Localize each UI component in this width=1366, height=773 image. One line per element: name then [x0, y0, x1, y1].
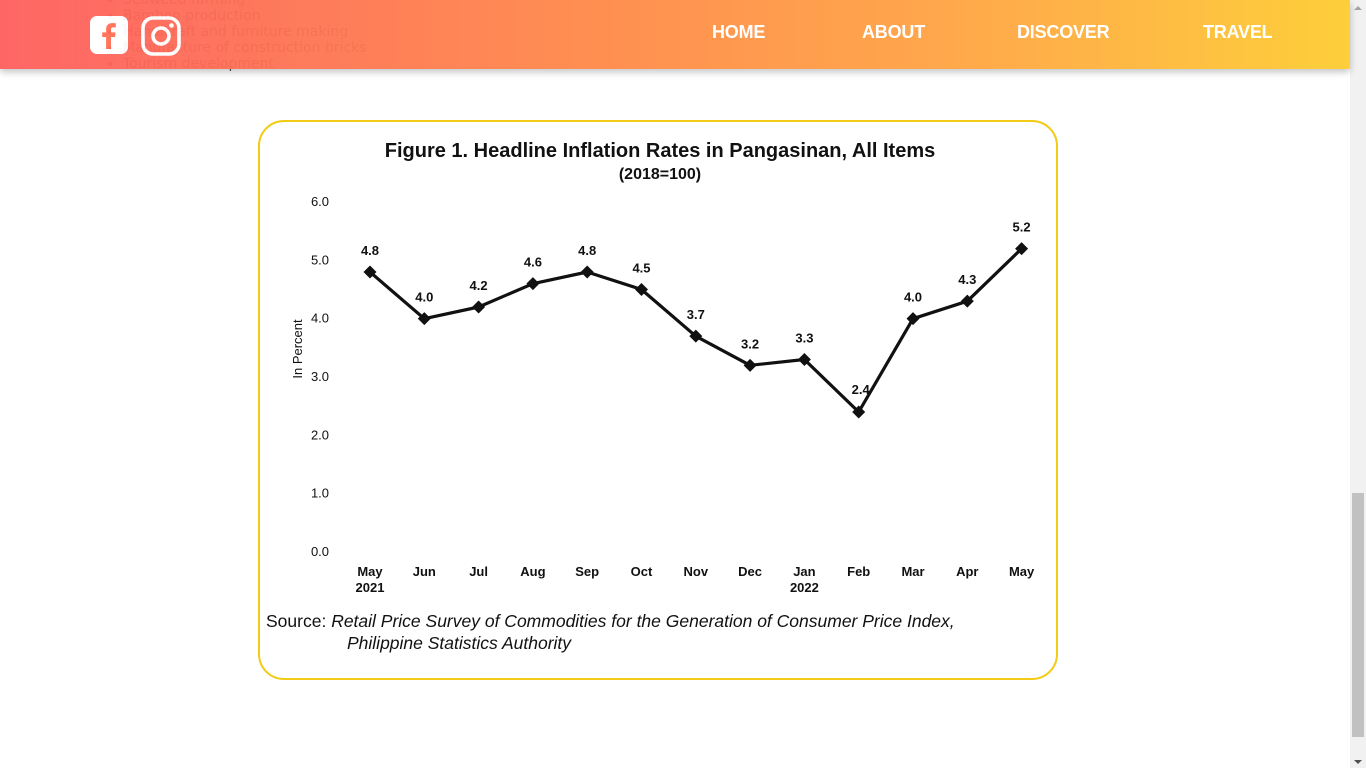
nav-travel[interactable]: TRAVEL: [1203, 22, 1273, 42]
data-label: 2.4: [852, 382, 871, 397]
data-point: [417, 312, 431, 326]
figure-card: Figure 1. Headline Inflation Rates in Pa…: [258, 120, 1058, 680]
data-point: [906, 312, 920, 326]
data-label: 5.2: [1013, 220, 1031, 235]
x-tick-sublabel: 2021: [356, 580, 385, 595]
x-tick-label: Oct: [631, 564, 653, 579]
chart-title: Figure 1. Headline Inflation Rates in Pa…: [384, 140, 936, 162]
x-tick-label: Apr: [956, 564, 978, 579]
x-tick-label: Jul: [469, 564, 488, 579]
data-label: 4.8: [578, 243, 596, 258]
scroll-up-arrow-icon[interactable]: [1350, 0, 1366, 14]
data-point: [852, 405, 866, 419]
source-text: Retail Price Survey of Commodities for t…: [331, 611, 955, 631]
data-label: 4.0: [904, 290, 922, 305]
source-text-2: Philippine Statistics Authority: [347, 633, 572, 653]
x-tick-label: Mar: [901, 564, 924, 579]
data-point: [635, 283, 648, 296]
data-label: 3.3: [795, 331, 813, 346]
page-scrollbar[interactable]: [1350, 0, 1366, 768]
chart-source: Source: Retail Price Survey of Commoditi…: [266, 610, 1056, 654]
data-point: [580, 265, 594, 279]
source-label: Source:: [266, 611, 327, 631]
data-point: [472, 300, 486, 314]
x-tick-label: May: [357, 564, 383, 579]
data-point: [689, 329, 703, 343]
y-tick-label: 3.0: [311, 369, 329, 384]
x-tick-sublabel: 2022: [790, 580, 819, 595]
x-tick-label: Aug: [520, 564, 545, 579]
inflation-line-chart: 0.01.02.03.04.05.06.0In PercentMay2021Ju…: [290, 194, 1035, 595]
data-label: 4.3: [958, 272, 976, 287]
facebook-icon[interactable]: [90, 16, 128, 54]
x-tick-label: Jun: [413, 564, 436, 579]
nav-discover[interactable]: DISCOVER: [1017, 22, 1110, 42]
nav-home[interactable]: HOME: [712, 22, 766, 42]
data-label: 3.2: [741, 336, 759, 351]
y-axis-label: In Percent: [290, 319, 305, 379]
instagram-icon[interactable]: [141, 16, 181, 56]
scroll-down-arrow-icon[interactable]: [1350, 754, 1366, 768]
scroll-thumb[interactable]: [1352, 493, 1364, 737]
data-label: 4.6: [524, 255, 542, 270]
data-point: [797, 353, 811, 366]
x-tick-label: May: [1009, 564, 1035, 579]
data-label: 3.7: [687, 307, 705, 322]
site-header: HOME ABOUT DISCOVER TRAVEL: [0, 0, 1350, 69]
x-tick-label: Nov: [684, 564, 709, 579]
x-tick-label: Sep: [575, 564, 599, 579]
data-point: [526, 277, 540, 291]
data-point: [1015, 242, 1029, 256]
data-label: 4.8: [361, 243, 379, 258]
y-tick-label: 1.0: [311, 486, 329, 501]
y-tick-label: 0.0: [311, 544, 329, 559]
x-tick-label: Feb: [847, 564, 870, 579]
chart-subtitle: (2018=100): [618, 166, 702, 183]
data-label: 4.5: [632, 261, 650, 276]
x-tick-label: Dec: [738, 564, 762, 579]
data-point: [363, 265, 377, 279]
nav-about[interactable]: ABOUT: [862, 22, 925, 42]
x-tick-label: Jan: [793, 564, 815, 579]
y-tick-label: 4.0: [311, 311, 329, 326]
data-label: 4.0: [415, 290, 433, 305]
y-tick-label: 5.0: [311, 252, 329, 267]
data-label: 4.2: [470, 278, 488, 293]
data-point: [743, 358, 757, 372]
y-tick-label: 6.0: [311, 194, 329, 209]
data-point: [960, 294, 974, 308]
y-tick-label: 2.0: [311, 427, 329, 442]
